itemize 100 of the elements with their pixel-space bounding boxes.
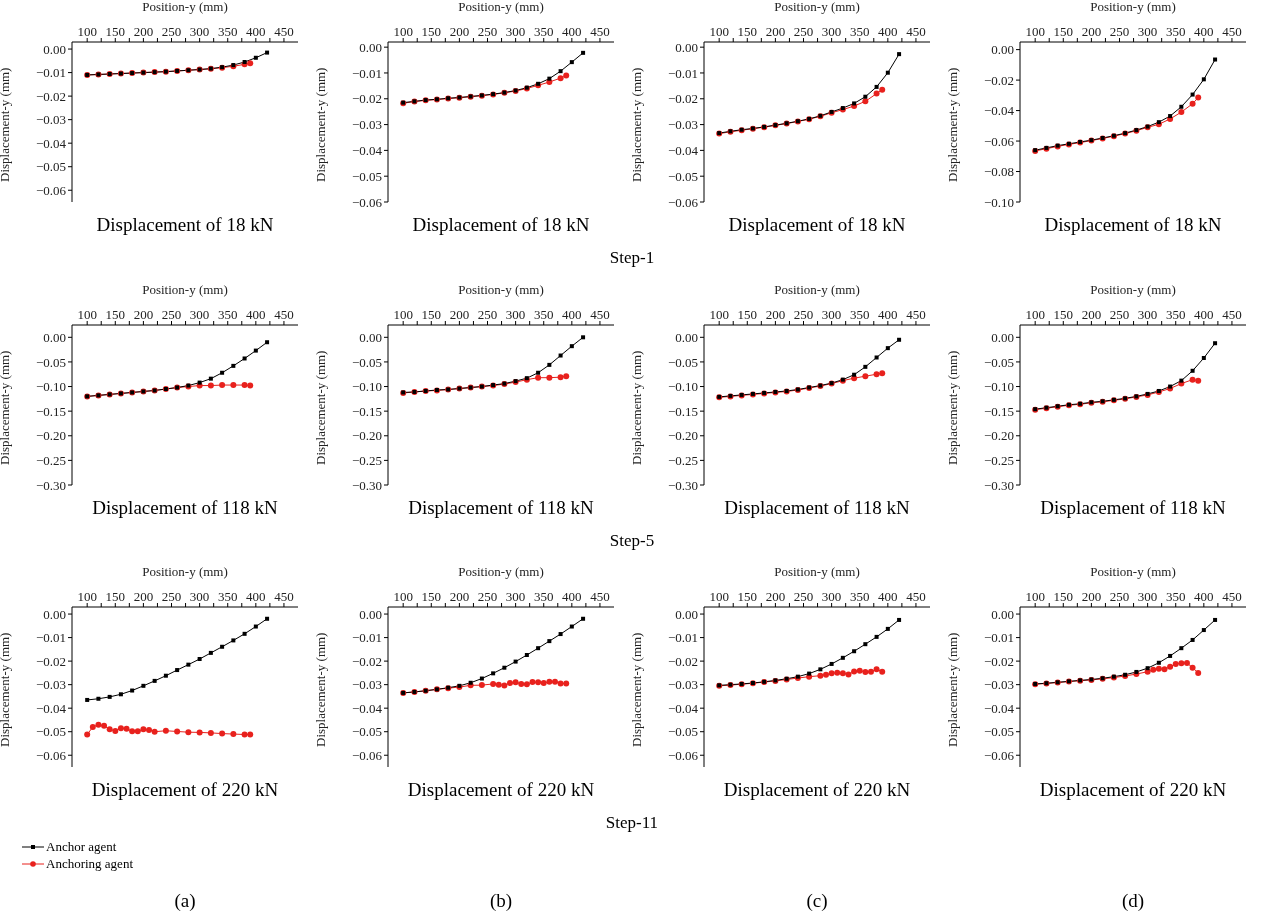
y-tick-label: −0.08 bbox=[983, 164, 1014, 180]
x-tick-label: 100 bbox=[709, 24, 729, 39]
y-tick-label: −0.25 bbox=[983, 453, 1014, 468]
y-tick-label: −0.04 bbox=[351, 700, 383, 716]
x-tick-label: 250 bbox=[477, 589, 498, 604]
x-tick-label: 100 bbox=[77, 24, 97, 39]
x-axis-title: Position-y (mm) bbox=[142, 0, 228, 15]
y-tick-label: −0.10 bbox=[351, 379, 382, 395]
x-tick-label: 400 bbox=[246, 307, 266, 322]
x-tick-label: 400 bbox=[246, 589, 266, 604]
x-tick-label: 150 bbox=[737, 589, 758, 604]
text: Displacement of 220 kN bbox=[406, 779, 596, 801]
x-tick-label: 150 bbox=[737, 307, 758, 322]
y-tick-label: 0.00 bbox=[359, 39, 382, 55]
legend-label: Anchoring agent bbox=[46, 855, 134, 872]
y-tick-label: −0.05 bbox=[35, 159, 66, 175]
y-tick-label: −0.03 bbox=[35, 112, 66, 128]
x-tick-label: 100 bbox=[77, 589, 97, 604]
y-tick-label: −0.20 bbox=[667, 428, 698, 444]
x-tick-label: 200 bbox=[449, 307, 470, 322]
y-tick-label: −0.06 bbox=[667, 747, 699, 763]
x-tick-label: 250 bbox=[793, 307, 814, 322]
x-axis-title: Position-y (mm) bbox=[1090, 564, 1176, 580]
x-axis-title: Position-y (mm) bbox=[458, 282, 544, 298]
text: Displacement of 118 kN bbox=[1039, 497, 1227, 519]
text: (a) bbox=[173, 890, 197, 912]
text: Displacement of 18 kN bbox=[411, 214, 591, 236]
y-tick-label: −0.05 bbox=[983, 354, 1014, 370]
text: Displacement of 220 kN bbox=[90, 779, 280, 801]
x-tick-label: 450 bbox=[590, 589, 610, 604]
x-tick-label: 350 bbox=[217, 589, 238, 604]
y-tick-label: −0.02 bbox=[35, 653, 66, 669]
y-tick-label: 0.00 bbox=[43, 41, 66, 57]
x-axis-title: Position-y (mm) bbox=[774, 0, 860, 15]
x-tick-label: 200 bbox=[765, 307, 786, 322]
x-tick-label: 400 bbox=[1194, 307, 1214, 322]
y-tick-label: −0.01 bbox=[667, 630, 698, 646]
x-tick-label: 100 bbox=[709, 589, 729, 604]
text: Displacement of 18 kN bbox=[727, 214, 907, 236]
y-tick-label: −0.06 bbox=[983, 747, 1015, 763]
x-tick-label: 250 bbox=[793, 589, 814, 604]
text: Displacement of 220 kN bbox=[1038, 779, 1228, 801]
x-tick-label: 200 bbox=[765, 24, 786, 39]
x-tick-label: 450 bbox=[590, 24, 610, 39]
text: Step-1 bbox=[608, 248, 656, 268]
y-tick-label: 0.00 bbox=[991, 606, 1014, 622]
y-tick-label: −0.03 bbox=[351, 117, 382, 133]
y-tick-label: −0.03 bbox=[667, 677, 698, 693]
x-axis-title: Position-y (mm) bbox=[1090, 0, 1176, 15]
y-axis-title: Displacement-y (mm) bbox=[0, 67, 12, 182]
y-tick-label: −0.02 bbox=[983, 72, 1014, 88]
x-tick-label: 100 bbox=[709, 307, 729, 322]
x-tick-label: 200 bbox=[449, 24, 470, 39]
x-tick-label: 450 bbox=[274, 307, 294, 322]
x-tick-label: 250 bbox=[161, 307, 182, 322]
x-tick-label: 250 bbox=[1109, 24, 1130, 39]
x-tick-label: 300 bbox=[505, 307, 526, 322]
x-tick-label: 100 bbox=[1025, 24, 1045, 39]
x-tick-label: 400 bbox=[562, 307, 582, 322]
x-tick-label: 400 bbox=[246, 24, 266, 39]
y-tick-label: −0.03 bbox=[35, 677, 66, 693]
text: (d) bbox=[1120, 890, 1146, 912]
y-tick-label: −0.03 bbox=[351, 677, 382, 693]
y-tick-label: −0.06 bbox=[35, 747, 67, 763]
legend-label: Anchor agent bbox=[46, 838, 117, 855]
x-tick-label: 250 bbox=[161, 24, 182, 39]
x-tick-label: 450 bbox=[1222, 307, 1242, 322]
y-tick-label: 0.00 bbox=[675, 39, 698, 55]
y-tick-label: 0.00 bbox=[675, 329, 698, 345]
x-tick-label: 450 bbox=[906, 24, 926, 39]
x-tick-label: 300 bbox=[189, 24, 210, 39]
y-tick-label: −0.06 bbox=[351, 747, 383, 763]
y-tick-label: −0.02 bbox=[983, 653, 1014, 669]
x-tick-label: 450 bbox=[906, 589, 926, 604]
x-tick-label: 200 bbox=[1081, 24, 1102, 39]
x-tick-label: 350 bbox=[849, 589, 870, 604]
y-tick-label: −0.06 bbox=[983, 133, 1015, 149]
y-tick-label: −0.20 bbox=[351, 428, 382, 444]
y-tick-label: −0.03 bbox=[667, 117, 698, 133]
x-tick-label: 150 bbox=[105, 589, 126, 604]
x-tick-label: 350 bbox=[533, 307, 554, 322]
y-tick-label: −0.25 bbox=[351, 453, 382, 468]
text: (b) bbox=[488, 890, 514, 912]
x-tick-label: 450 bbox=[906, 307, 926, 322]
y-tick-label: −0.02 bbox=[667, 91, 698, 107]
x-tick-label: 300 bbox=[821, 24, 842, 39]
y-tick-label: 0.00 bbox=[991, 42, 1014, 58]
text: Step-11 bbox=[604, 813, 660, 833]
x-tick-label: 350 bbox=[533, 24, 554, 39]
x-tick-label: 450 bbox=[274, 24, 294, 39]
x-tick-label: 400 bbox=[562, 24, 582, 39]
y-tick-label: −0.05 bbox=[351, 168, 382, 184]
x-tick-label: 450 bbox=[1222, 589, 1242, 604]
x-tick-label: 150 bbox=[737, 24, 758, 39]
x-tick-label: 250 bbox=[1109, 307, 1130, 322]
x-tick-label: 200 bbox=[1081, 307, 1102, 322]
text: Displacement of 18 kN bbox=[95, 214, 275, 236]
y-tick-label: −0.01 bbox=[351, 65, 382, 81]
x-tick-label: 400 bbox=[1194, 24, 1214, 39]
y-tick-label: −0.02 bbox=[351, 91, 382, 107]
